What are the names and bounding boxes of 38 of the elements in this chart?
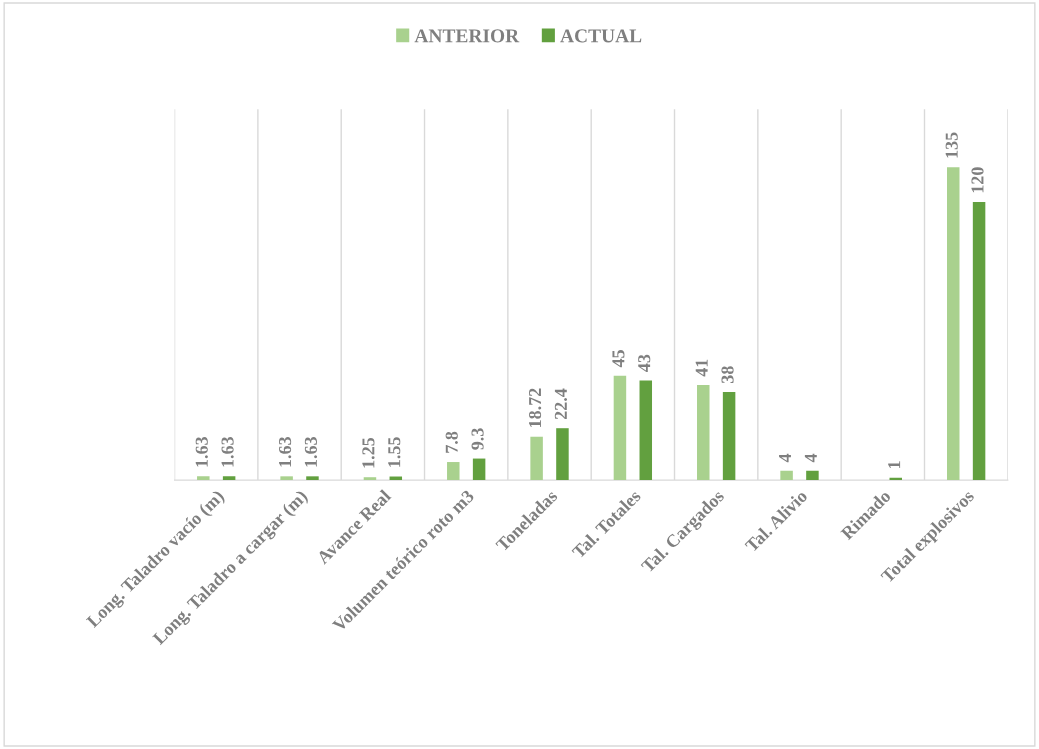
- bar: [447, 462, 460, 481]
- data-label: 22.4: [554, 388, 568, 420]
- data-label: 1: [888, 461, 901, 469]
- data-label: 4: [779, 453, 791, 463]
- legend-label: ACTUAL: [560, 29, 642, 43]
- data-label: 41: [695, 359, 708, 377]
- data-label: 1.63: [279, 437, 292, 467]
- bar: [306, 476, 319, 481]
- bar: [780, 470, 793, 481]
- legend-label: ANTERIOR: [414, 29, 520, 43]
- data-label: 1.63: [221, 437, 234, 467]
- bar: [363, 477, 377, 481]
- data-label: 38: [721, 366, 734, 384]
- data-label: 1.55: [388, 437, 401, 467]
- bar: [197, 476, 210, 481]
- data-label: 9.3: [471, 428, 484, 450]
- bar: [722, 392, 736, 481]
- data-label: 43: [638, 354, 651, 372]
- data-label: 1.63: [195, 437, 208, 467]
- data-label: 7.8: [445, 431, 458, 453]
- bar: [806, 470, 819, 481]
- bar: [530, 436, 543, 481]
- bar: [280, 476, 293, 481]
- bar: [222, 476, 236, 481]
- bar: [556, 428, 569, 481]
- bar: [639, 380, 653, 481]
- data-label: 1.25: [362, 437, 375, 468]
- bar: [613, 375, 627, 481]
- data-label: 135: [945, 132, 958, 158]
- data-label: 45: [612, 350, 625, 368]
- data-label: 120: [971, 167, 984, 193]
- data-label: 18.72: [528, 388, 542, 427]
- bar: [697, 385, 710, 481]
- bar: [972, 202, 986, 481]
- bar: [947, 167, 960, 481]
- data-label: 1.63: [304, 437, 318, 467]
- bar: [472, 458, 486, 481]
- data-label: 4: [804, 453, 817, 463]
